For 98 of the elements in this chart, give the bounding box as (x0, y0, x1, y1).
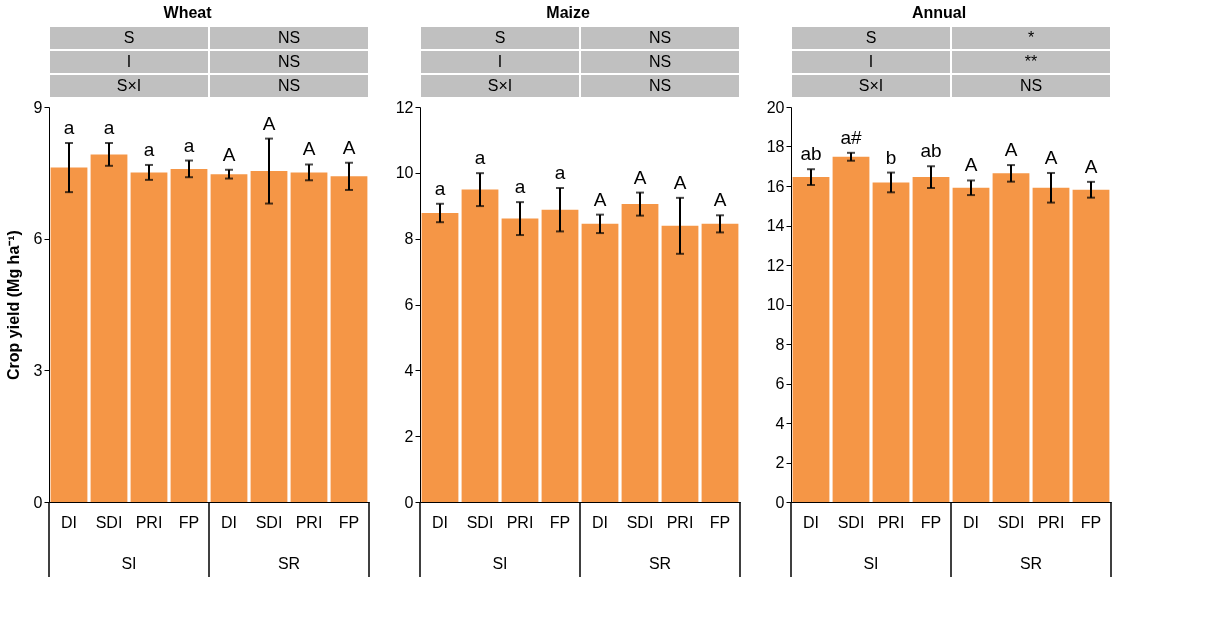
data-label: A (1004, 139, 1018, 161)
text: S (123, 29, 135, 46)
y-tick-label: 18 (766, 138, 785, 155)
y-tick-label: 10 (766, 296, 785, 313)
text: I (126, 53, 132, 70)
x-tick-label: PRI (1037, 513, 1065, 531)
x-tick-label: DI (963, 513, 979, 531)
chart-title: Wheat (163, 4, 213, 21)
text: SR (1019, 555, 1043, 572)
x-tick-label: SDI (255, 513, 283, 531)
x-tick-label: SDI (997, 513, 1025, 531)
y-tick-label: 12 (766, 256, 785, 274)
text: NS (648, 77, 672, 94)
y-tick-label: 16 (766, 177, 785, 195)
x-tick-label: PRI (877, 513, 905, 531)
y-tick-label: 9 (33, 98, 43, 116)
y-tick-label: 8 (404, 230, 414, 248)
y-tick-label: 0 (775, 493, 785, 511)
text: SI (863, 555, 879, 572)
y-tick-label: 6 (775, 375, 785, 392)
y-tick-label: 14 (766, 217, 785, 234)
text: SR (277, 555, 301, 572)
text: NS (277, 29, 301, 46)
x-tick-label: DI (432, 513, 448, 531)
data-label: a (514, 176, 526, 198)
x-tick-label: DI (61, 513, 77, 531)
data-label: A (262, 112, 276, 134)
chart-title: Annual (911, 4, 967, 21)
data-label: a# (840, 126, 862, 148)
data-label: A (1044, 146, 1058, 168)
x-tick-label: SDI (466, 513, 494, 531)
y-tick-label: 6 (404, 296, 414, 313)
y-tick-label: 10 (395, 164, 414, 182)
text: S×I (858, 77, 884, 94)
y-tick-label: 8 (775, 335, 785, 353)
data-label: a (434, 177, 446, 199)
x-tick-label: DI (592, 513, 608, 531)
x-tick-label: SDI (837, 513, 865, 531)
x-tick-label: PRI (506, 513, 534, 531)
x-tick-label: SDI (626, 513, 654, 531)
chart-title: Maize (546, 4, 590, 21)
data-label: b (885, 146, 897, 168)
x-tick-label: FP (338, 513, 360, 531)
x-tick-label: PRI (135, 513, 163, 531)
x-tick-label: FP (1080, 513, 1102, 531)
text: SI (492, 555, 508, 572)
data-label: a (474, 147, 486, 169)
data-label: a (103, 116, 115, 138)
text: * (1027, 29, 1035, 46)
text: SR (648, 555, 672, 572)
data-label: A (964, 154, 978, 176)
y-tick-label: 2 (404, 427, 414, 445)
text: ** (1024, 53, 1038, 70)
data-label: ab (800, 143, 822, 165)
data-label: A (673, 171, 687, 193)
data-label: A (1084, 155, 1098, 177)
y-tick-label: 6 (33, 230, 43, 248)
text: S×I (487, 77, 513, 94)
text: S (865, 29, 877, 46)
y-tick-label: 0 (404, 493, 414, 511)
data-label: ab (920, 140, 942, 162)
data-label: A (593, 188, 607, 210)
text: NS (277, 77, 301, 94)
x-tick-label: FP (549, 513, 571, 531)
y-tick-label: 4 (775, 414, 785, 432)
text: NS (277, 53, 301, 70)
data-label: a (554, 161, 566, 183)
x-tick-label: SDI (95, 513, 123, 531)
x-tick-label: FP (178, 513, 200, 531)
data-label: a (183, 134, 195, 156)
x-tick-label: FP (920, 513, 942, 531)
text: I (868, 53, 874, 70)
y-tick-label: 20 (766, 98, 785, 116)
x-tick-label: PRI (666, 513, 694, 531)
data-label: A (222, 143, 236, 165)
text: S×I (116, 77, 142, 94)
x-tick-label: PRI (295, 513, 323, 531)
text: I (497, 53, 503, 70)
x-tick-label: DI (803, 513, 819, 531)
y-tick-label: 0 (33, 493, 43, 511)
y-tick-label: 12 (395, 98, 414, 116)
y-tick-label: 3 (33, 361, 43, 379)
data-label: A (342, 136, 356, 158)
y-tick-label: 4 (404, 361, 414, 379)
text: NS (648, 53, 672, 70)
data-label: A (713, 189, 727, 211)
text: SI (121, 555, 137, 572)
data-label: a (63, 116, 75, 138)
y-axis-title: Crop yield (Mg ha⁻¹) (4, 230, 22, 380)
data-label: a (143, 138, 155, 160)
x-tick-label: DI (221, 513, 237, 531)
text: S (494, 29, 506, 46)
text: NS (1019, 77, 1043, 94)
data-label: A (302, 138, 316, 160)
data-label: A (633, 166, 647, 188)
x-tick-label: FP (709, 513, 731, 531)
y-tick-label: 2 (775, 454, 785, 471)
text: NS (648, 29, 672, 46)
